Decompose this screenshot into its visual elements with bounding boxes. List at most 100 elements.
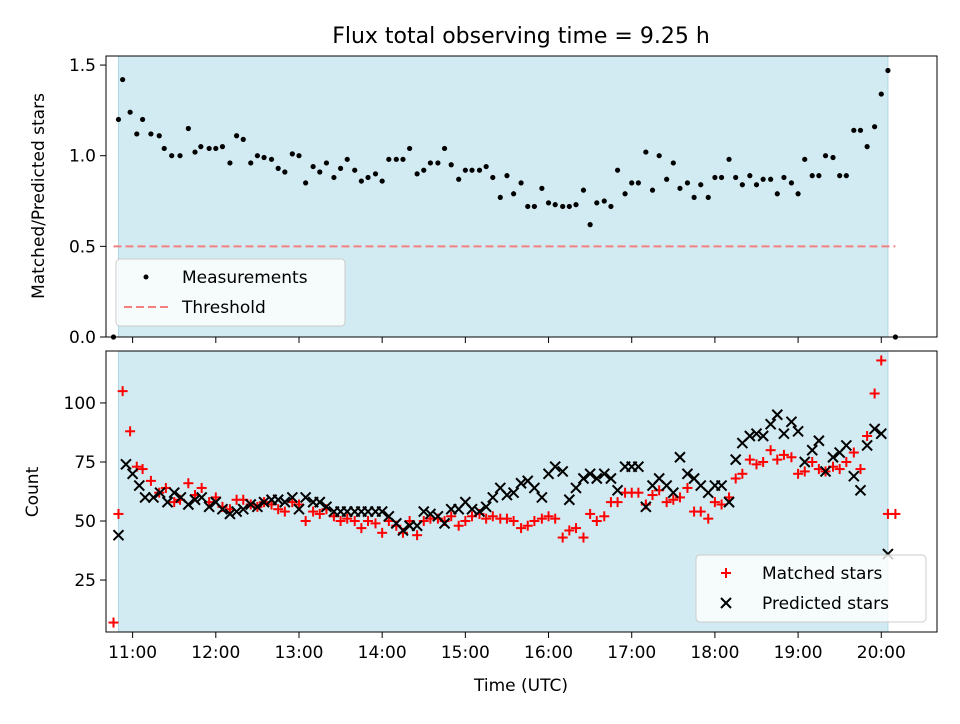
matched-star-point [108,617,119,628]
measurement-point [739,182,745,188]
bottom-legend: Matched stars Predicted stars [695,554,927,623]
measurement-point [552,202,558,208]
predicted-star-point [112,529,125,541]
matched-star-point [786,452,797,463]
measurement-point [414,171,420,177]
predicted-star-point [473,505,486,518]
measurement-point [192,149,198,155]
matched-star-point [370,518,381,529]
bottom-x-tick-label: 17:00 [607,643,656,663]
measurement-point [781,174,787,181]
measurement-point [120,76,126,83]
predicted-star-point [424,508,437,520]
predicted-star-point [397,524,409,537]
measurement-point [400,156,406,162]
predicted-star-point [577,472,590,485]
predicted-star-point [819,465,832,478]
measurement-point [441,145,448,152]
predicted-star-point [792,425,804,437]
measurement-point [261,154,267,161]
measurement-point [726,156,732,162]
predicted-star-point [729,453,742,466]
measurement-point [837,173,843,179]
bottom-y-tick-label: 75 [74,453,96,473]
predicted-star-point [723,496,735,508]
predicted-star-point [681,468,694,480]
measurement-point [115,116,122,123]
predicted-star-point [411,520,423,532]
predicted-star-point [147,491,160,504]
predicted-star-point [480,501,492,513]
measurement-point [885,67,891,74]
measurement-point [233,133,240,139]
predicted-star-point [605,472,617,485]
measurement-point [227,160,233,166]
measurement-point [566,203,572,210]
predicted-star-point [224,508,236,520]
measurement-point [525,203,531,210]
matched-star-point [356,523,367,534]
measurement-point [352,167,358,173]
predicted-star-point [251,501,264,513]
matched-star-point [377,527,388,538]
predicted-star-point [785,416,798,428]
matched-star-point [578,532,589,543]
matched-star-point [751,459,762,470]
matched-star-point [543,511,554,522]
measurement-point [198,144,204,150]
matched-star-point [117,386,128,397]
matched-star-point [695,506,706,517]
predicted-star-point [133,479,145,492]
measurement-point [282,169,288,175]
matched-star-point [550,513,561,524]
measurement-point [248,160,254,166]
measurement-point [816,173,822,179]
measurement-point [802,156,808,162]
measurement-point [289,151,295,157]
measurement-point [643,149,649,155]
measurement-point [712,174,718,181]
matched-star-point [862,431,873,442]
top-y-tick-label: 0.0 [69,328,96,348]
predicted-star-point [806,444,818,456]
predicted-star-point [279,496,291,508]
bottom-ticks: 25 50 75 100 11:00 12:00 13:00 14:00 15:00 16:00 1… [64,394,906,663]
chart-title: Flux total observing time = 9.25 h [332,24,710,49]
predicted-star-point [203,501,215,513]
measurement-point [177,153,183,159]
top-axes-frame [105,55,938,338]
predicted-star-point [286,491,299,504]
matched-star-point [145,475,156,486]
top-y-tick-label: 1.0 [69,147,96,167]
matched-star-point [557,532,568,543]
measurement-point [435,160,441,166]
top-y-tick-label: 1.5 [69,56,96,76]
measurement-point [185,125,191,132]
bottom-legend-box [695,554,927,623]
measurement-point [768,176,774,182]
measurement-point [134,131,140,137]
predicted-star-point [528,482,541,494]
predicted-star-point [501,489,513,501]
measurement-point [372,171,379,177]
measurement-point [677,185,683,191]
matched-star-point [730,473,741,484]
matched-star-point [709,497,720,508]
predicted-star-point [258,496,270,508]
measurement-point [608,203,614,210]
matched-star-point [113,508,124,519]
predicted-star-point [299,491,312,504]
measurement-point [365,174,371,181]
predicted-star-point [771,409,783,421]
measurement-point [753,182,760,188]
matched-star-point [890,508,901,519]
predicted-star-point [189,494,201,506]
predicted-star-point [640,501,652,513]
measurement-point [504,173,510,179]
bottom-axes: 25 50 75 100 11:00 12:00 13:00 14:00 15:00 16:00 1… [23,350,938,696]
measurement-point [705,194,711,201]
predicted-star-point [674,451,686,463]
predicted-star-point [293,503,305,515]
predicted-star-point [126,468,139,480]
predicted-star-point [515,477,527,489]
